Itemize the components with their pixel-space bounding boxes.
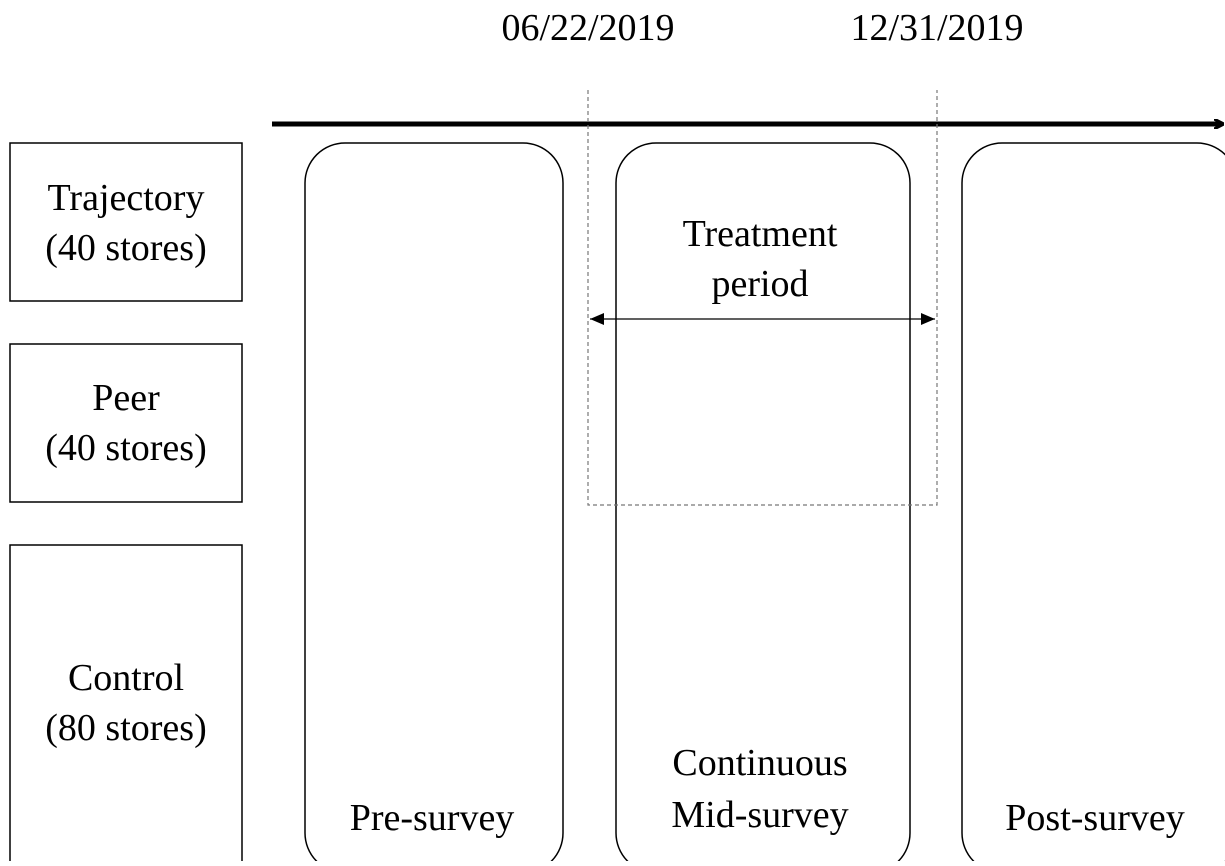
phase-label: Post-survey xyxy=(1005,797,1184,839)
group-name: Trajectory xyxy=(48,177,205,219)
group-box xyxy=(9,142,243,302)
treatment-label: period xyxy=(711,263,808,305)
phase-label: Pre-survey xyxy=(350,797,515,839)
phase-box xyxy=(615,142,911,866)
phase-label: Mid-survey xyxy=(671,794,848,836)
treatment-label: Treatment xyxy=(683,213,838,255)
treatment-window xyxy=(587,90,938,506)
group-name: Peer xyxy=(92,377,160,419)
phase-label: Continuous xyxy=(672,742,847,784)
group-name: Control xyxy=(68,657,184,699)
group-count: (80 stores) xyxy=(45,707,206,749)
date-label: 06/22/2019 xyxy=(501,7,674,49)
group-box xyxy=(9,544,243,866)
phase-box xyxy=(961,142,1225,866)
group-count: (40 stores) xyxy=(45,227,206,269)
group-box xyxy=(9,343,243,503)
group-count: (40 stores) xyxy=(45,427,206,469)
phase-box xyxy=(304,142,564,866)
date-label: 12/31/2019 xyxy=(850,7,1023,49)
